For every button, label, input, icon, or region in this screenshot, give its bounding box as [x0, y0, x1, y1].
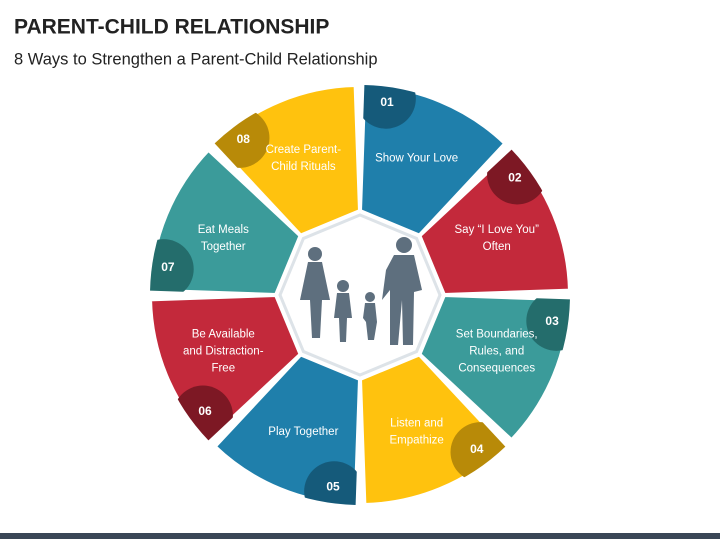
figure-head: [337, 280, 349, 292]
badge-number: 04: [470, 442, 484, 456]
segment: 07 Eat Meals Together: [148, 146, 303, 298]
figure-body: [363, 303, 377, 340]
segment-label: Child Rituals: [271, 161, 336, 173]
badge-number: 02: [508, 170, 522, 184]
subtitle: 8 Ways to Strengthen a Parent-Child Rela…: [14, 50, 378, 68]
segment-label: Create Parent-: [266, 144, 342, 156]
figure-head: [308, 247, 322, 261]
badge-number: 06: [198, 404, 212, 418]
badge-number: 05: [326, 479, 340, 493]
segment-label: Show Your Love: [375, 152, 458, 164]
segment-label: Free: [211, 363, 235, 375]
segment-label: Often: [483, 241, 511, 253]
figure-body: [382, 255, 422, 345]
badge-number: 07: [161, 260, 175, 274]
badge-number: 03: [545, 314, 559, 328]
badge: [526, 295, 570, 351]
badge-number: 08: [237, 132, 251, 146]
figure-head: [396, 237, 412, 253]
badge: [360, 85, 416, 129]
segment-label: Say “I Love You”: [455, 224, 540, 236]
segment: 05 Play Together: [211, 352, 363, 507]
segment-label: Rules, and: [469, 346, 524, 358]
segment-label: Set Boundaries,: [456, 329, 538, 341]
segment-label: Empathize: [389, 434, 443, 446]
badge: [304, 461, 360, 505]
segment-label: and Distraction-: [183, 346, 264, 358]
footer-bar: [0, 533, 720, 539]
title: PARENT-CHILD RELATIONSHIP: [14, 16, 329, 39]
center: [278, 213, 442, 377]
ring: 01 Show Your Love 02 Say “I Love You” Often 0…: [148, 83, 572, 507]
segment-label: Be Available: [192, 329, 255, 341]
segment-label: Play Together: [268, 426, 338, 438]
segment-label: Together: [201, 241, 246, 253]
segment-label: Listen and: [390, 417, 443, 429]
segment: 01 Show Your Love: [357, 83, 509, 238]
badge: [150, 239, 194, 295]
figure-body: [300, 262, 330, 338]
segment-label: Consequences: [458, 363, 535, 375]
figure-head: [365, 292, 375, 302]
segment: 03 Set Boundaries, Rules, and Consequences: [417, 292, 572, 444]
badge-number: 01: [380, 95, 394, 109]
segment-label: Eat Meals: [198, 224, 249, 236]
figure-body: [334, 293, 352, 342]
